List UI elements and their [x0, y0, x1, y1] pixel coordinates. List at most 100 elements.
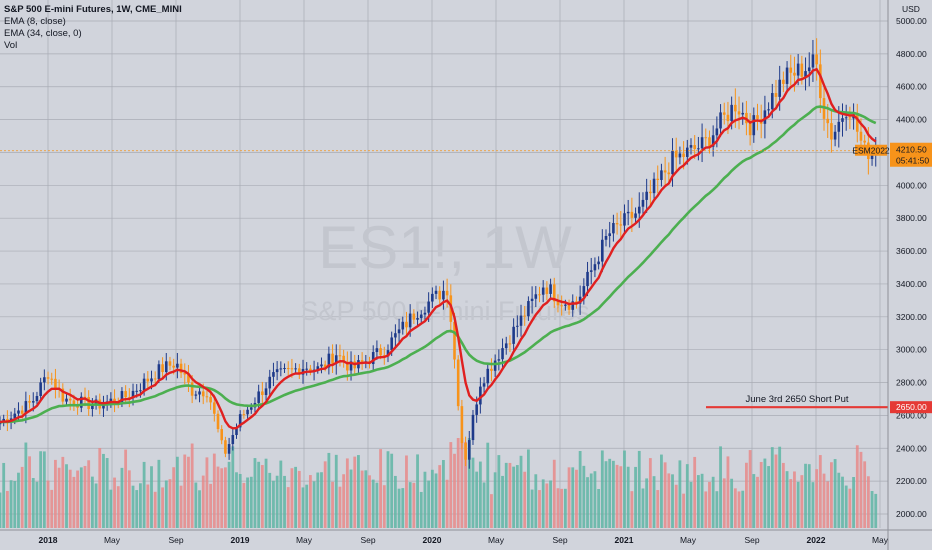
candle-body[interactable]	[39, 382, 42, 397]
candle-body[interactable]	[490, 368, 493, 371]
candle-body[interactable]	[833, 131, 837, 140]
candle-body[interactable]	[283, 368, 286, 370]
candle-body[interactable]	[597, 261, 600, 265]
candle-body[interactable]	[556, 301, 560, 306]
candle-body[interactable]	[564, 304, 567, 306]
candle-body[interactable]	[530, 298, 534, 302]
candle-body[interactable]	[807, 67, 811, 72]
candle-body[interactable]	[453, 321, 456, 360]
candle-body[interactable]	[493, 360, 497, 371]
candle-body[interactable]	[730, 104, 733, 122]
candle-body[interactable]	[183, 373, 187, 375]
candle-body[interactable]	[497, 359, 501, 361]
candle-body[interactable]	[349, 361, 353, 371]
candles[interactable]	[0, 38, 878, 469]
candle-body[interactable]	[168, 361, 172, 366]
candle-body[interactable]	[327, 353, 331, 368]
candle-body[interactable]	[268, 376, 272, 389]
candle-body[interactable]	[275, 369, 279, 373]
candle-body[interactable]	[31, 401, 35, 403]
candle-body[interactable]	[161, 364, 164, 373]
candle-body[interactable]	[419, 314, 423, 319]
candle-body[interactable]	[294, 368, 297, 370]
candle-body[interactable]	[146, 378, 150, 382]
candle-body[interactable]	[578, 296, 582, 304]
candle-body[interactable]	[508, 343, 512, 345]
candle-body[interactable]	[65, 398, 68, 402]
candle-body[interactable]	[194, 394, 198, 396]
candle-body[interactable]	[667, 172, 671, 175]
candle-body[interactable]	[142, 378, 146, 391]
candle-body[interactable]	[24, 401, 28, 414]
candle-body[interactable]	[686, 147, 689, 157]
candle-body[interactable]	[782, 79, 785, 84]
candle-body[interactable]	[109, 398, 113, 402]
candle-body[interactable]	[863, 140, 866, 143]
candle-body[interactable]	[434, 290, 438, 294]
candle-body[interactable]	[72, 400, 76, 406]
candle-body[interactable]	[660, 170, 663, 180]
candle-body[interactable]	[235, 427, 238, 436]
candle-body[interactable]	[671, 150, 674, 175]
candle-body[interactable]	[811, 54, 815, 68]
candle-body[interactable]	[346, 361, 349, 371]
candle-body[interactable]	[238, 414, 242, 428]
candle-body[interactable]	[549, 284, 552, 294]
candle-body[interactable]	[674, 150, 678, 158]
candle-body[interactable]	[379, 348, 382, 356]
candle-body[interactable]	[785, 67, 789, 84]
candle-body[interactable]	[793, 72, 796, 76]
candle-body[interactable]	[176, 363, 179, 368]
candle-body[interactable]	[704, 137, 708, 139]
candle-body[interactable]	[649, 191, 652, 194]
candle-body[interactable]	[482, 383, 486, 387]
candle-body[interactable]	[405, 321, 408, 328]
candle-body[interactable]	[242, 414, 246, 416]
candle-body[interactable]	[375, 348, 379, 353]
candle-body[interactable]	[560, 305, 563, 307]
candle-body[interactable]	[826, 118, 830, 124]
candle-body[interactable]	[257, 391, 260, 403]
candle-body[interactable]	[752, 115, 756, 136]
candle-body[interactable]	[68, 398, 72, 401]
candle-body[interactable]	[844, 117, 848, 119]
candle-body[interactable]	[722, 112, 726, 115]
candle-body[interactable]	[567, 304, 571, 310]
candle-body[interactable]	[512, 326, 515, 344]
candle-body[interactable]	[320, 364, 323, 367]
candle-body[interactable]	[338, 355, 342, 357]
candle-body[interactable]	[582, 286, 586, 297]
candle-body[interactable]	[778, 79, 781, 97]
candle-body[interactable]	[471, 414, 475, 441]
candle-body[interactable]	[50, 378, 54, 380]
candle-body[interactable]	[87, 397, 90, 410]
candle-body[interactable]	[586, 271, 589, 287]
candle-body[interactable]	[837, 121, 841, 132]
candle-body[interactable]	[261, 391, 264, 395]
candle-body[interactable]	[830, 123, 833, 140]
candle-body[interactable]	[848, 117, 852, 119]
candle-body[interactable]	[841, 118, 844, 122]
candle-body[interactable]	[216, 413, 220, 430]
candle-body[interactable]	[298, 368, 301, 375]
candle-body[interactable]	[224, 440, 227, 454]
candle-body[interactable]	[541, 287, 545, 295]
candle-body[interactable]	[859, 131, 863, 141]
candle-body[interactable]	[523, 315, 527, 317]
candle-body[interactable]	[589, 270, 593, 272]
candle-body[interactable]	[209, 396, 212, 403]
candle-body[interactable]	[79, 396, 83, 408]
candle-body[interactable]	[678, 153, 682, 158]
candle-body[interactable]	[770, 93, 774, 110]
candle-body[interactable]	[150, 378, 153, 382]
candle-body[interactable]	[534, 294, 538, 299]
candle-body[interactable]	[552, 284, 556, 302]
candle-body[interactable]	[593, 264, 597, 271]
candle-body[interactable]	[475, 404, 478, 415]
candle-body[interactable]	[789, 67, 793, 73]
candle-body[interactable]	[246, 409, 249, 415]
candle-body[interactable]	[309, 368, 312, 372]
candle-body[interactable]	[538, 294, 541, 296]
candle-body[interactable]	[641, 199, 645, 207]
legend-title[interactable]: S&P 500 E-mini Futures, 1W, CME_MINI	[4, 4, 182, 15]
